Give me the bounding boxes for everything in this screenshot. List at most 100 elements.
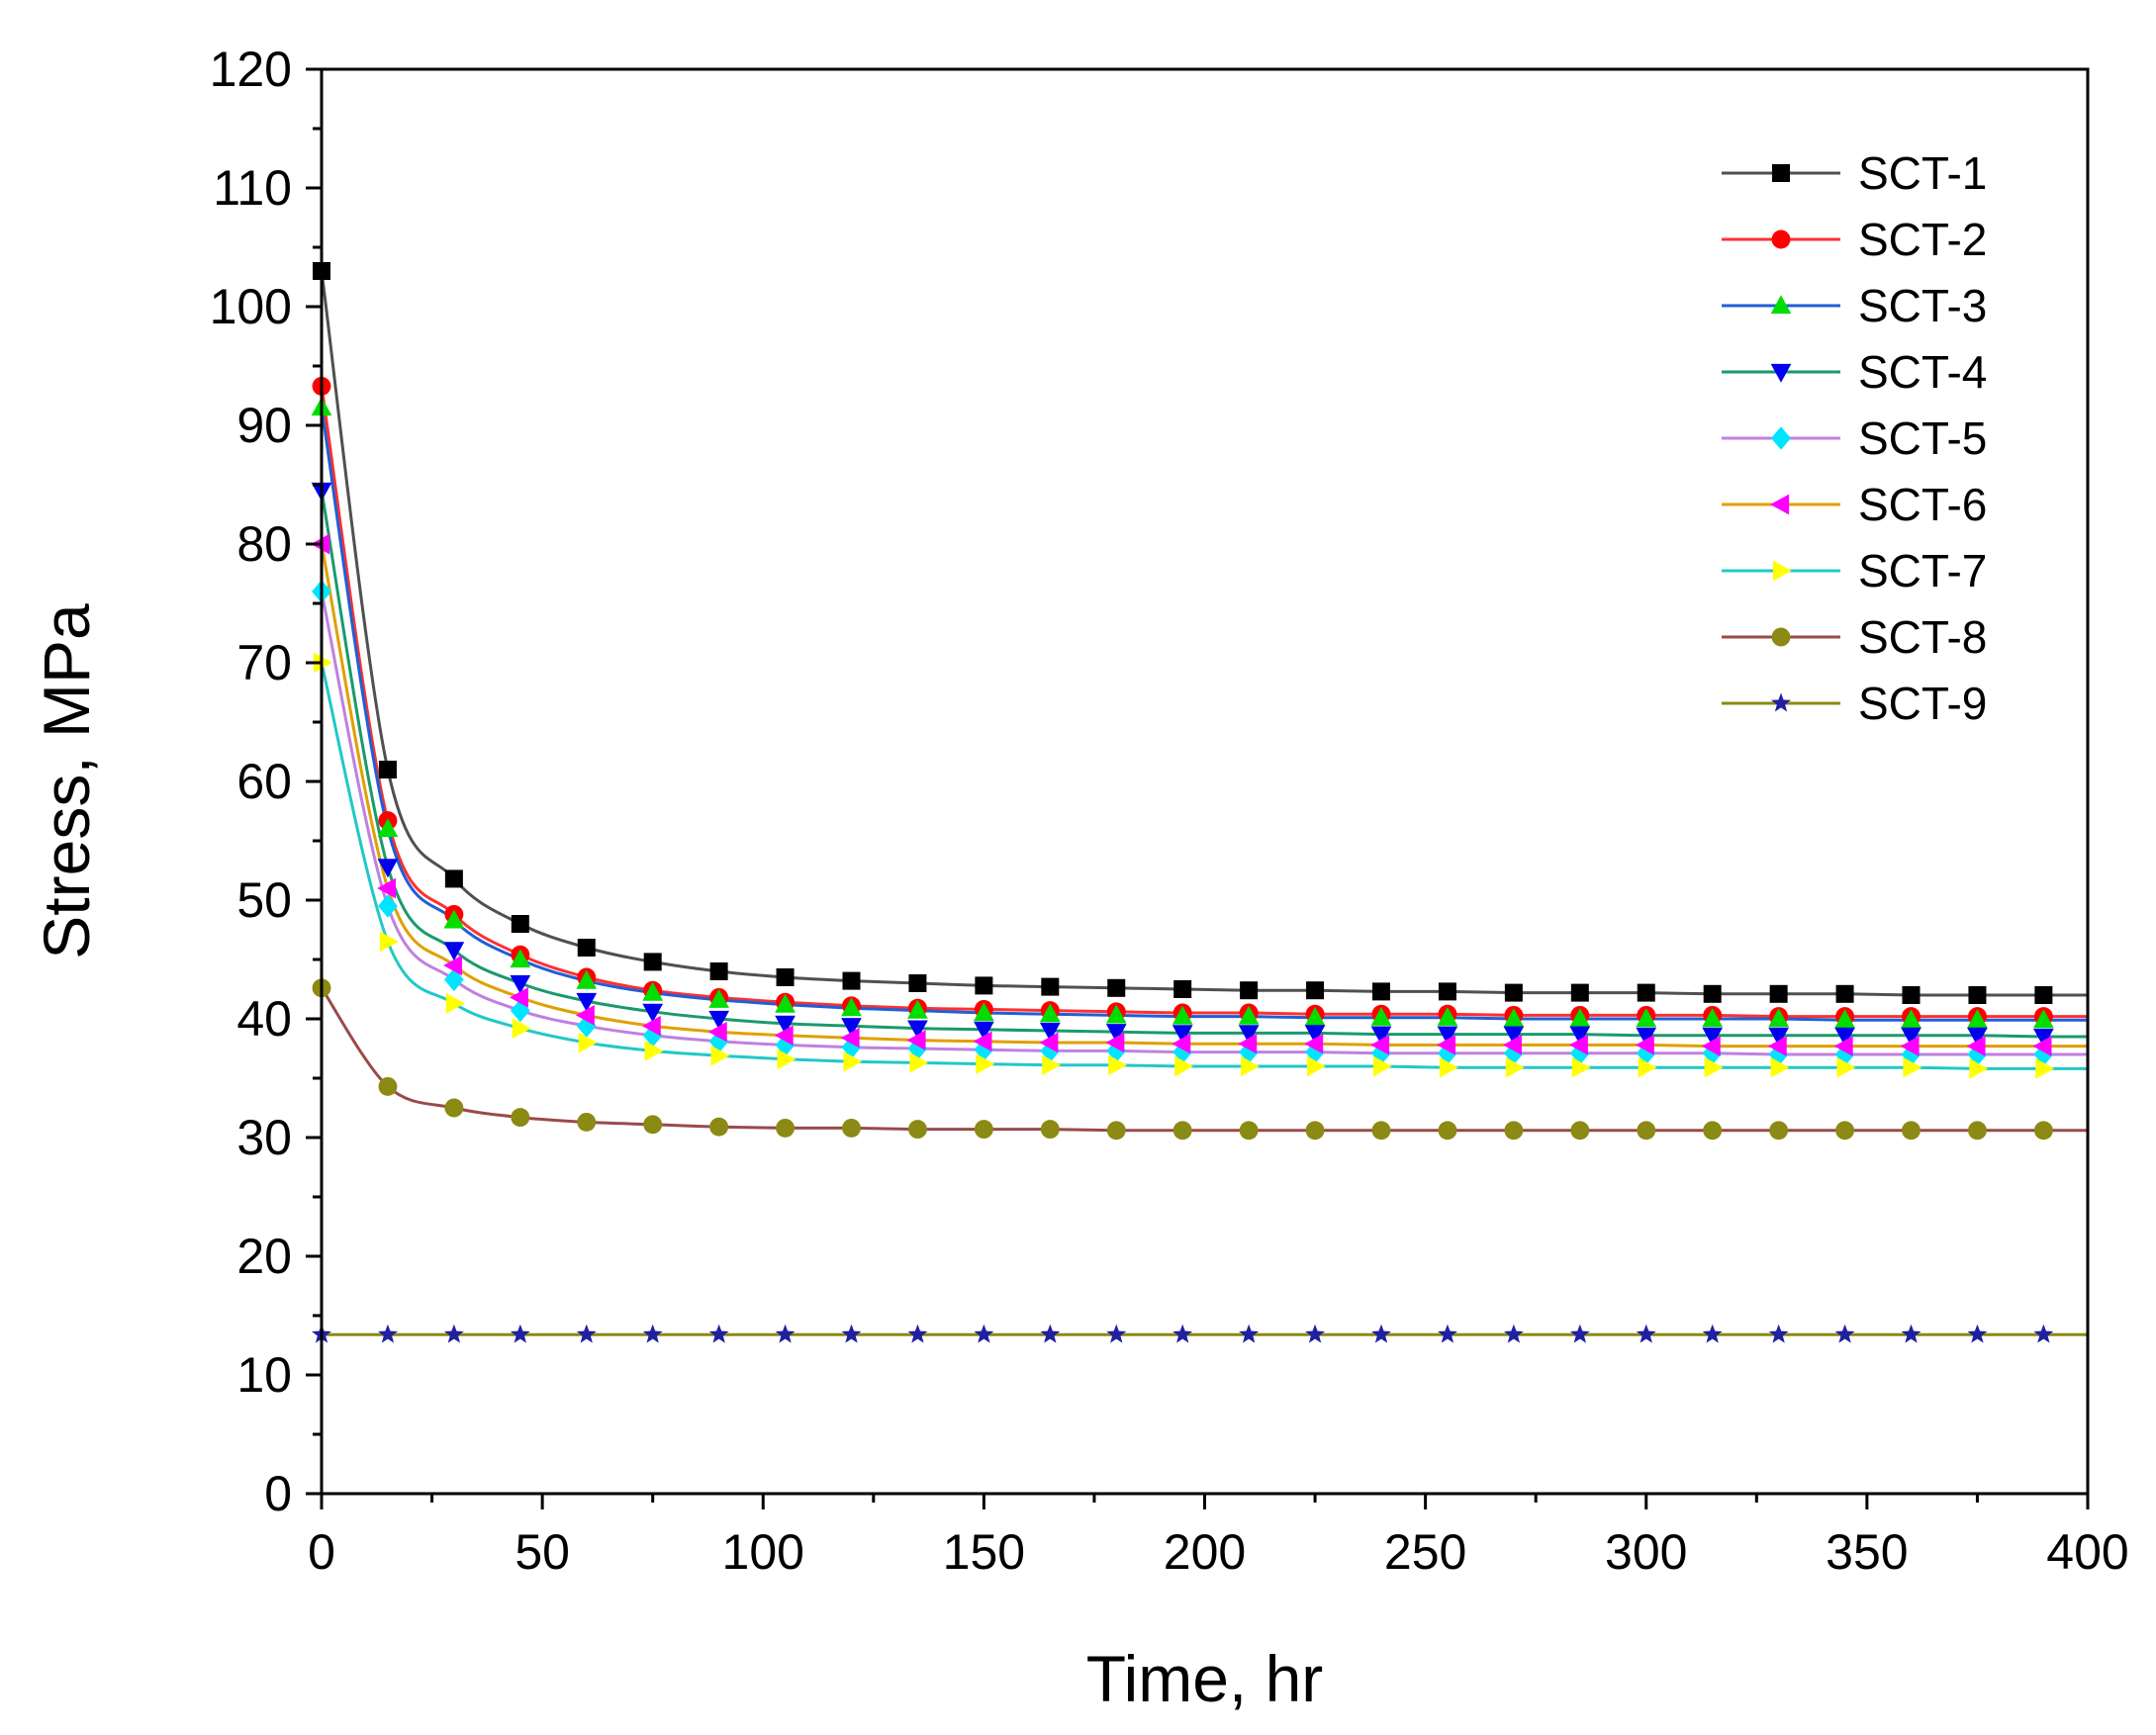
data-point [576,969,598,989]
data-point [1834,1324,1855,1343]
data-point [1638,1056,1657,1078]
data-point [707,1021,727,1043]
data-point [1503,1035,1522,1055]
x-tick-label: 100 [722,1524,804,1580]
data-point [1901,1009,1922,1029]
data-point [2033,1121,2053,1141]
data-point [1173,980,1192,998]
data-point [575,1005,595,1026]
data-point [644,1041,664,1061]
data-point [1702,1027,1724,1047]
data-point [776,968,795,986]
data-point [1305,1324,1325,1343]
data-point [1039,1003,1061,1023]
legend-item: SCT-8 [1722,611,1987,663]
data-point [775,993,796,1013]
data-point [378,761,397,778]
series-markers [311,262,2055,1343]
data-point [2035,1058,2055,1079]
legend-label: SCT-3 [1858,280,1987,331]
data-point [443,942,465,961]
legend-marker [1772,560,1792,582]
data-point [1371,1324,1391,1343]
y-tick-label: 120 [210,42,292,97]
legend-label: SCT-1 [1858,147,1987,199]
data-point [1439,1056,1458,1078]
data-point [443,1324,464,1343]
x-tick-label: 400 [2046,1524,2128,1580]
data-point [2033,1009,2054,1029]
data-point [2033,1028,2054,1048]
legend-label: SCT-7 [1858,545,1987,596]
data-point [1172,1324,1193,1343]
data-point [1770,1056,1790,1078]
data-point [1967,1324,1988,1343]
y-tick-label: 70 [236,635,292,690]
data-point [1636,1324,1656,1343]
data-point [643,953,662,971]
data-point [511,1108,530,1128]
data-point [1306,981,1325,1000]
data-point [642,981,664,1001]
legend-marker [1771,229,1791,249]
data-point [841,1018,862,1037]
data-point [909,1052,929,1073]
data-point [708,989,729,1008]
data-point [1438,1121,1457,1141]
data-point [1240,981,1259,1000]
data-point [1304,1007,1326,1026]
legend-label: SCT-2 [1858,214,1987,265]
data-point [1040,1324,1061,1343]
data-point [512,1018,531,1039]
x-tick-label: 50 [515,1524,570,1580]
data-point [443,955,462,976]
series-points-sct-3 [311,397,2054,1029]
data-point [1769,1121,1789,1141]
data-point [1833,1036,1853,1056]
data-point [1569,1035,1588,1055]
data-point [841,1324,862,1343]
data-point [1172,1033,1191,1054]
data-point [1968,986,1987,1004]
data-point [1039,1032,1059,1053]
data-point [1505,1056,1525,1078]
data-point [643,1115,663,1135]
series-points-sct-8 [312,978,2053,1141]
data-point [1238,1025,1260,1045]
x-axis: 0 50 100 150 200 250 300 350 400 [308,1494,2129,1580]
data-point [642,1024,663,1048]
data-point [974,1021,994,1041]
data-point [976,1053,995,1074]
series-points-sct-1 [313,262,2053,1004]
y-tick-label: 20 [236,1229,292,1284]
data-point [1503,1026,1525,1046]
data-point [842,971,861,990]
y-axis-title: Stress, MPa [30,603,103,959]
data-point [1105,1004,1127,1024]
data-point [378,894,398,918]
data-point [1438,982,1456,1001]
legend-label: SCT-4 [1858,346,1987,398]
data-point [510,949,531,968]
legend-label: SCT-5 [1858,412,1987,464]
data-point [1437,1007,1458,1026]
data-point [1106,1121,1126,1141]
data-point [1041,977,1060,996]
legend-item: SCT-6 [1722,479,1987,530]
data-point [1570,1121,1590,1141]
legend-marker [1771,692,1791,712]
data-point [1769,984,1788,1003]
data-point [1172,1121,1192,1141]
data-point [1437,1026,1458,1046]
data-point [974,1120,993,1140]
series-line-sct-8 [320,986,2088,1133]
data-point [577,939,596,957]
data-point [908,974,927,992]
data-point [777,1049,797,1070]
data-point [776,1118,796,1138]
data-point [1704,1056,1724,1078]
data-point [709,1117,729,1137]
data-point [377,877,397,899]
data-point [443,967,464,992]
